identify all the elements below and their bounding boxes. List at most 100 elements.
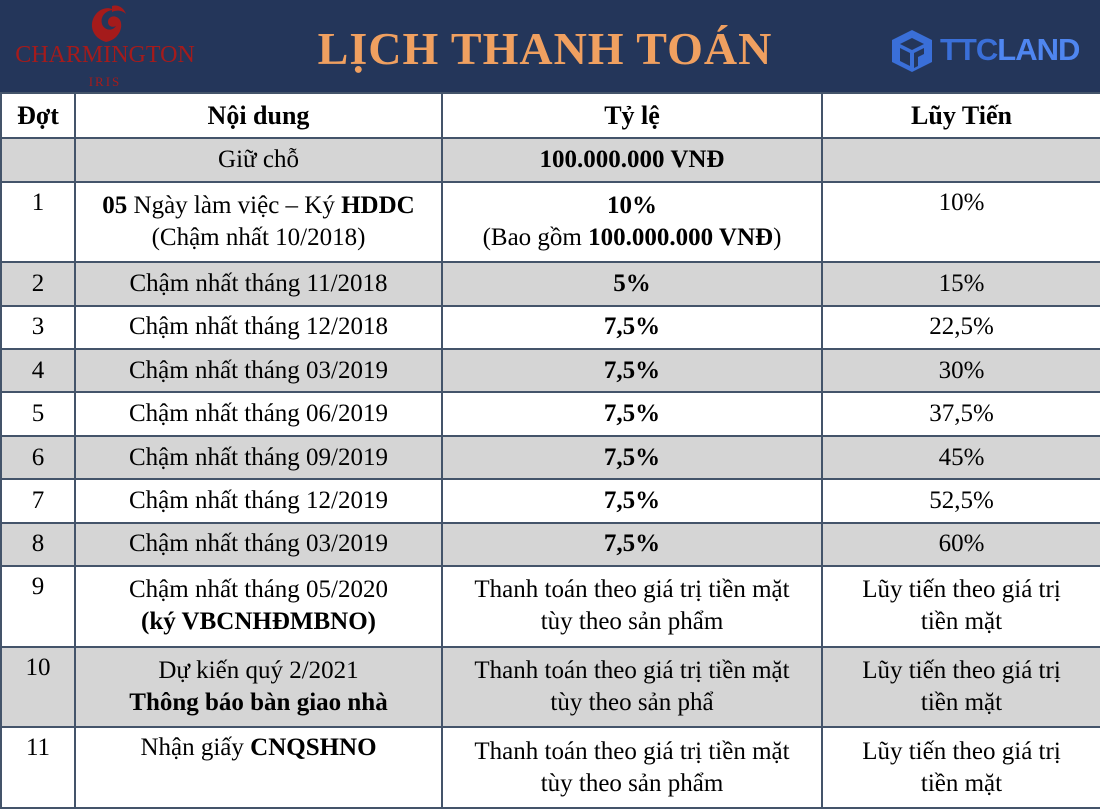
luy-tien-line2: tiền mặt <box>920 688 1003 716</box>
ttc-land-wordmark: TTCLAND <box>940 32 1080 68</box>
ty-le-line2-pre: (Bao gồm <box>482 224 589 252</box>
luy-tien-line2: tiền mặt <box>920 608 1003 636</box>
noi-dung-bold-prefix: 05 <box>102 192 128 220</box>
cell-ty-le: 100.000.000 VNĐ <box>441 137 823 183</box>
cell-noi-dung: Chậm nhất tháng 03/2019 <box>74 521 443 567</box>
cell-dot: 11 <box>0 726 76 809</box>
cell-ty-le: 7,5% <box>441 478 823 524</box>
table-row: 7 Chậm nhất tháng 12/2019 7,5% 52,5% <box>0 478 1100 524</box>
cell-dot: 7 <box>0 478 76 524</box>
noi-dung-line1: Dự kiến quý 2/2021 <box>158 656 359 684</box>
table-row: 11 Nhận giấy CNQSHNO Thanh toán theo giá… <box>0 726 1100 809</box>
cell-luy-tien: Lũy tiến theo giá trị tiền mặt <box>821 564 1100 648</box>
cell-luy-tien: 30% <box>821 348 1100 394</box>
cell-dot: 4 <box>0 348 76 394</box>
cell-noi-dung: Dự kiến quý 2/2021 Thông báo bàn giao nh… <box>74 645 443 729</box>
noi-dung-text: Ngày làm việc – Ký <box>127 192 342 220</box>
cell-noi-dung: Chậm nhất tháng 05/2020 (ký VBCNHĐMBNO) <box>74 564 443 648</box>
header-banner: CHARMINGTON IRIS LỊCH THANH TOÁN TTCLAND <box>0 0 1100 92</box>
cell-noi-dung: Chậm nhất tháng 11/2018 <box>74 261 443 307</box>
noi-dung-line2: Thông báo bàn giao nhà <box>80 687 437 719</box>
cell-dot: 5 <box>0 391 76 437</box>
cell-noi-dung: Giữ chỗ <box>74 137 443 183</box>
luy-tien-line1: Lũy tiến theo giá trị <box>862 737 1061 765</box>
ty-le-value: 7,5% <box>603 313 661 341</box>
table-row: 2 Chậm nhất tháng 11/2018 5% 15% <box>0 261 1100 307</box>
cell-dot: 10 <box>0 645 76 729</box>
ty-le-value: 10% <box>607 192 657 220</box>
ty-le-line1: 10% <box>447 190 817 222</box>
table-row: 4 Chậm nhất tháng 03/2019 7,5% 30% <box>0 348 1100 394</box>
cell-dot: 9 <box>0 564 76 648</box>
cell-dot: 8 <box>0 521 76 567</box>
ttc-land-logo: TTCLAND <box>888 28 1093 76</box>
cell-luy-tien: 37,5% <box>821 391 1100 437</box>
noi-dung-text: Nhận giấy <box>140 734 251 762</box>
payment-schedule-table: Đợt Nội dung Tỷ lệ Lũy Tiến Giữ chỗ 100.… <box>0 91 1100 809</box>
cell-dot: 2 <box>0 261 76 307</box>
luy-tien-line2: tiền mặt <box>920 769 1003 797</box>
cell-luy-tien: 52,5% <box>821 478 1100 524</box>
ty-le-value: 7,5% <box>603 356 661 384</box>
luy-tien-line1: Lũy tiến theo giá trị <box>862 656 1061 684</box>
table-row: 1 05 Ngày làm việc – Ký HDDC (Chậm nhất … <box>0 180 1100 264</box>
cell-noi-dung: 05 Ngày làm việc – Ký HDDC (Chậm nhất 10… <box>74 180 443 264</box>
table-row: 10 Dự kiến quý 2/2021 Thông báo bàn giao… <box>0 645 1100 729</box>
cell-noi-dung: Chậm nhất tháng 03/2019 <box>74 348 443 394</box>
page-title: LỊCH THANH TOÁN <box>317 23 773 74</box>
cell-dot <box>0 137 76 183</box>
table-row: 8 Chậm nhất tháng 03/2019 7,5% 60% <box>0 521 1100 567</box>
cell-ty-le: 10% (Bao gồm 100.000.000 VNĐ) <box>441 180 823 264</box>
cell-ty-le: 7,5% <box>441 434 823 481</box>
luy-tien-line1: Lũy tiến theo giá trị <box>862 576 1061 604</box>
cell-ty-le: 7,5% <box>441 391 823 437</box>
ty-le-line2-bold: 100.000.000 VNĐ <box>588 224 774 252</box>
land-text: LAND <box>997 32 1080 67</box>
noi-dung-line2: (Chậm nhất 10/2018) <box>151 224 366 252</box>
cell-noi-dung: Chậm nhất tháng 09/2019 <box>74 434 443 481</box>
cell-luy-tien: Lũy tiến theo giá trị tiền mặt <box>821 726 1100 809</box>
ty-le-value: 7,5% <box>603 400 661 428</box>
ty-le-value: 7,5% <box>603 486 661 514</box>
noi-dung-bold: HDDC <box>341 192 415 220</box>
cell-ty-le: 5% <box>441 261 823 307</box>
cell-ty-le: Thanh toán theo giá trị tiền mặt tùy the… <box>441 726 823 809</box>
ty-le-line2-post: ) <box>773 224 782 252</box>
ty-le-value: 7,5% <box>603 530 661 558</box>
charmington-sub: IRIS <box>88 74 122 89</box>
noi-dung-line1: Chậm nhất tháng 05/2020 <box>129 576 388 604</box>
ty-le-line2: tùy theo sản phẩm <box>540 608 724 636</box>
noi-dung-line2-bold: Thông báo bàn giao nhà <box>129 688 388 716</box>
cell-noi-dung: Chậm nhất tháng 06/2019 <box>74 391 443 437</box>
noi-dung-line2-bold: (ký VBCNHĐMBNO) <box>141 608 376 636</box>
ty-le-line2: (Bao gồm 100.000.000 VNĐ) <box>447 222 817 254</box>
cell-luy-tien: 22,5% <box>821 304 1100 351</box>
col-header-noi-dung: Nội dung <box>74 91 443 140</box>
table-header-row: Đợt Nội dung Tỷ lệ Lũy Tiến <box>0 91 1100 140</box>
table-row: 6 Chậm nhất tháng 09/2019 7,5% 45% <box>0 434 1100 481</box>
ttc-cube-icon <box>892 30 932 72</box>
cell-ty-le: Thanh toán theo giá trị tiền mặt tùy the… <box>441 564 823 648</box>
noi-dung-bold: CNQSHNO <box>250 734 377 762</box>
cell-ty-le: 7,5% <box>441 521 823 567</box>
table-row: Giữ chỗ 100.000.000 VNĐ <box>0 137 1100 183</box>
ty-le-line1: Thanh toán theo giá trị tiền mặt <box>474 656 790 684</box>
cell-dot: 1 <box>0 180 76 264</box>
charmington-brand: CHARMINGTON <box>15 42 195 68</box>
ty-le-line1: Thanh toán theo giá trị tiền mặt <box>474 737 790 765</box>
ty-le-value: 5% <box>613 270 651 298</box>
cell-ty-le: Thanh toán theo giá trị tiền mặt tùy the… <box>441 645 823 729</box>
table-row: 9 Chậm nhất tháng 05/2020 (ký VBCNHĐMBNO… <box>0 564 1100 648</box>
cell-luy-tien: 15% <box>821 261 1100 307</box>
ty-le-line2: tùy theo sản phẩ <box>550 688 714 716</box>
ty-le-line1: Thanh toán theo giá trị tiền mặt <box>474 576 790 604</box>
ty-le-value: 100.000.000 VNĐ <box>539 146 725 174</box>
ty-le-value: 7,5% <box>603 443 661 471</box>
cell-dot: 6 <box>0 434 76 481</box>
col-header-luy-tien: Lũy Tiến <box>821 91 1100 140</box>
cell-noi-dung: Nhận giấy CNQSHNO <box>74 726 443 809</box>
cell-luy-tien: Lũy tiến theo giá trị tiền mặt <box>821 645 1100 729</box>
cell-luy-tien <box>821 137 1100 183</box>
col-header-dot: Đợt <box>0 91 76 140</box>
cell-luy-tien: 45% <box>821 434 1100 481</box>
